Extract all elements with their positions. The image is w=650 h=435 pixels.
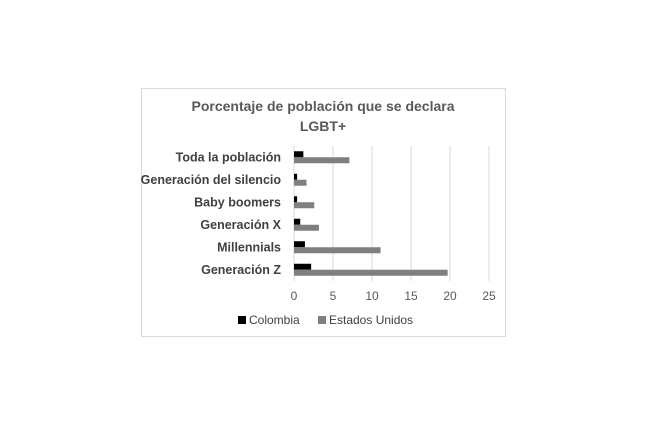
category-label: Generación del silencio xyxy=(141,173,282,187)
legend-swatch xyxy=(238,316,246,324)
category-label: Baby boomers xyxy=(194,195,281,209)
legend-swatch xyxy=(318,316,326,324)
category-label: Millennials xyxy=(217,240,281,254)
bar-colombia xyxy=(294,173,298,180)
x-tick-label: 25 xyxy=(482,289,496,303)
x-tick-label: 10 xyxy=(365,289,379,303)
bar-estados-unidos xyxy=(294,224,319,231)
bar-estados-unidos xyxy=(294,202,315,209)
category-label: Generación Z xyxy=(201,263,281,277)
chart-title-line-1: Porcentaje de población que se declara xyxy=(192,98,455,114)
chart-frame xyxy=(141,88,506,337)
x-tick-label: 15 xyxy=(404,289,418,303)
bar-colombia xyxy=(294,263,312,270)
bar-estados-unidos xyxy=(294,157,350,164)
x-tick-label: 5 xyxy=(330,289,337,303)
legend-label: Colombia xyxy=(249,313,300,327)
bar-colombia xyxy=(294,151,304,158)
x-tick-label: 20 xyxy=(443,289,457,303)
bar-colombia xyxy=(294,241,305,248)
bar-estados-unidos xyxy=(294,247,381,254)
bar-colombia xyxy=(294,218,301,225)
category-label: Toda la población xyxy=(176,150,281,164)
legend-label: Estados Unidos xyxy=(329,313,413,327)
category-label: Generación X xyxy=(200,218,281,232)
chart-title-line-2: LGBT+ xyxy=(300,118,346,134)
bar-estados-unidos xyxy=(294,269,448,276)
bar-colombia xyxy=(294,196,298,203)
x-tick-label: 0 xyxy=(291,289,298,303)
bar-estados-unidos xyxy=(294,179,307,186)
